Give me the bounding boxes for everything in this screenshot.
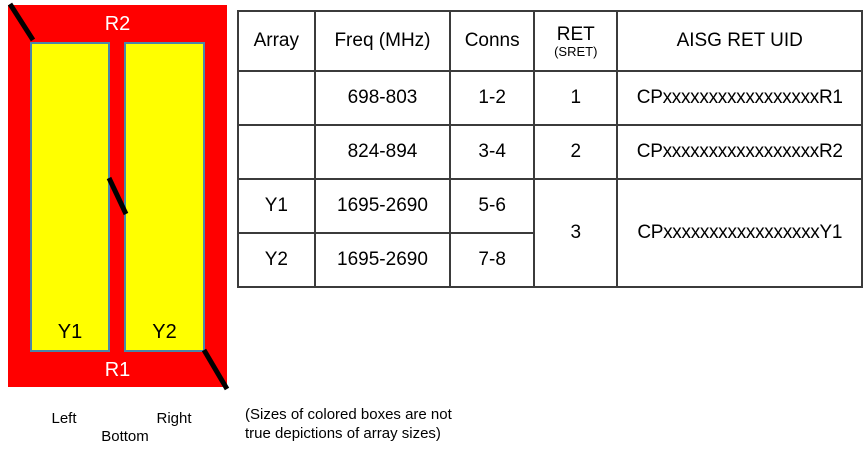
cell-freq-y2: 1695-2690: [313, 232, 452, 288]
cell-ret-r2: 2: [532, 124, 619, 180]
array-label-y1: Y1: [57, 321, 83, 343]
antenna-array-diagram: R2 Y1 Y2 R1 Left Right Bottom: [0, 0, 235, 451]
header-array: Array: [237, 10, 316, 72]
size-disclaimer-note: (Sizes of colored boxes are not true dep…: [245, 405, 452, 443]
yellow-array-y2: Y2: [124, 42, 205, 352]
cell-array-r2: R2: [237, 124, 316, 180]
cell-conns-r1: 1-2: [449, 70, 535, 126]
note-line-1: (Sizes of colored boxes are not: [245, 406, 452, 423]
array-label-y2: Y2: [152, 321, 177, 343]
table-header-row: Array Freq (MHz) Conns RET (SRET) AISG R…: [237, 10, 863, 72]
orientation-label-bottom: Bottom: [101, 428, 149, 445]
red-array-region: R2 Y1 Y2 R1: [8, 5, 227, 387]
cell-array-y1: Y1: [237, 178, 316, 234]
header-ret-main: RET: [556, 23, 595, 45]
cell-array-r1: R1: [237, 70, 316, 126]
header-conns: Conns: [449, 10, 535, 72]
array-spec-table: Array Freq (MHz) Conns RET (SRET) AISG R…: [237, 10, 863, 288]
cell-uid-y-merged: CPxxxxxxxxxxxxxxxxxY1: [616, 178, 863, 288]
cell-ret-r1: 1: [532, 70, 619, 126]
header-ret-sub: (SRET): [554, 43, 598, 59]
table-row-y1: Y1 1695-2690 5-6 3 CPxxxxxxxxxxxxxxxxxY1: [237, 178, 863, 288]
cell-conns-y1: 5-6: [449, 178, 535, 234]
table-row-r1: R1 698-803 1-2 1 CPxxxxxxxxxxxxxxxxxR1: [237, 70, 863, 126]
orientation-label-right: Right: [156, 410, 192, 427]
header-freq: Freq (MHz): [313, 10, 452, 72]
yellow-array-y1: Y1: [30, 42, 110, 352]
cell-array-y2: Y2: [237, 232, 316, 288]
cell-freq-r2: 824-894: [313, 124, 452, 180]
array-label-r2: R2: [104, 13, 131, 35]
table-row-y2: Y2 1695-2690 7-8: [237, 232, 862, 288]
array-label-r1: R1: [104, 359, 131, 381]
cell-uid-r1: CPxxxxxxxxxxxxxxxxxR1: [616, 70, 863, 126]
cell-conns-r2: 3-4: [449, 124, 535, 180]
cell-uid-r2: CPxxxxxxxxxxxxxxxxxR2: [616, 124, 863, 180]
cell-freq-r1: 698-803: [313, 70, 452, 126]
cell-conns-y2: 7-8: [449, 232, 535, 288]
note-line-2: true depictions of array sizes): [245, 425, 441, 442]
header-aisg-ret-uid: AISG RET UID: [616, 10, 863, 72]
header-ret: RET (SRET): [532, 10, 619, 72]
table-row-r2: R2 824-894 3-4 2 CPxxxxxxxxxxxxxxxxxR2: [237, 124, 863, 180]
orientation-label-left: Left: [51, 410, 77, 427]
cell-ret-y-merged: 3: [532, 178, 619, 288]
cell-freq-y1: 1695-2690: [313, 178, 452, 234]
